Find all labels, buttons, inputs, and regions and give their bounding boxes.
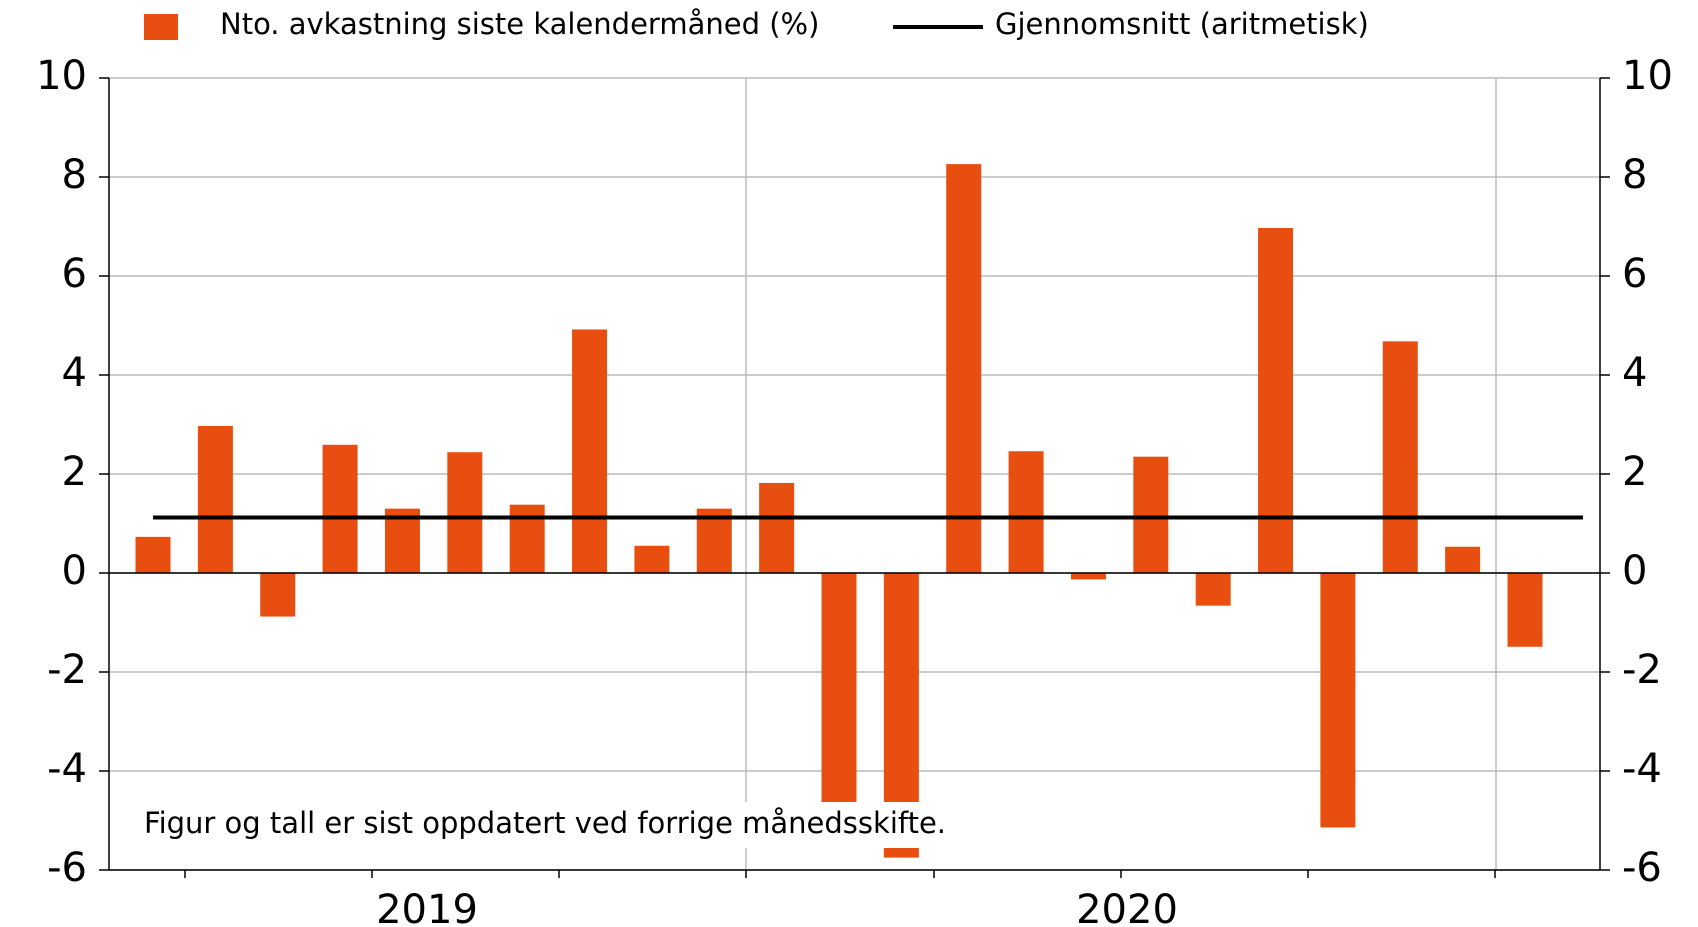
bar (447, 452, 483, 573)
bar (135, 536, 171, 573)
bar (1195, 573, 1231, 606)
bar (946, 164, 982, 573)
y2-tick-label: -6 (1622, 845, 1662, 891)
bar (821, 573, 857, 821)
bar (1133, 456, 1169, 573)
y2-tick-label: 6 (1622, 251, 1647, 297)
y-tick-label: 8 (62, 152, 87, 198)
bar (1320, 573, 1356, 828)
bar (509, 504, 545, 573)
bar (1507, 573, 1543, 647)
y2-tick-label: -4 (1622, 746, 1662, 792)
legend-label: Nto. avkastning siste kalendermåned (%) (220, 7, 819, 41)
bar (1382, 341, 1418, 573)
bar (260, 573, 296, 617)
x-year-label: 2020 (1076, 887, 1178, 927)
y2-tick-label: 10 (1622, 53, 1673, 99)
bar (1445, 546, 1481, 573)
y-tick-label: 2 (62, 449, 87, 495)
y2-tick-label: 0 (1622, 548, 1647, 594)
bar (572, 329, 608, 573)
y-tick-label: -2 (47, 647, 87, 693)
legend-swatch (144, 14, 178, 40)
y-tick-label: -4 (47, 746, 87, 792)
legend-label: Gjennomsnitt (aritmetisk) (995, 7, 1369, 41)
y-tick-label: 0 (62, 548, 87, 594)
y2-tick-label: -2 (1622, 647, 1662, 693)
bar (197, 425, 233, 573)
bar (1258, 227, 1294, 574)
y-tick-label: 10 (36, 53, 87, 99)
annotation-box (136, 802, 976, 848)
y-tick-label: -6 (47, 845, 87, 891)
bar (1070, 573, 1106, 580)
y2-tick-label: 4 (1622, 350, 1647, 396)
bar (1008, 451, 1044, 573)
annotation: Figur og tall er sist oppdatert ved forr… (144, 806, 946, 840)
y-tick-label: 6 (62, 251, 87, 297)
bar (634, 545, 670, 573)
y-tick-label: 4 (62, 350, 87, 396)
bar (759, 482, 795, 573)
x-year-label: 2019 (376, 887, 478, 927)
y2-tick-label: 8 (1622, 152, 1647, 198)
y2-tick-label: 2 (1622, 449, 1647, 495)
bar (322, 444, 358, 573)
